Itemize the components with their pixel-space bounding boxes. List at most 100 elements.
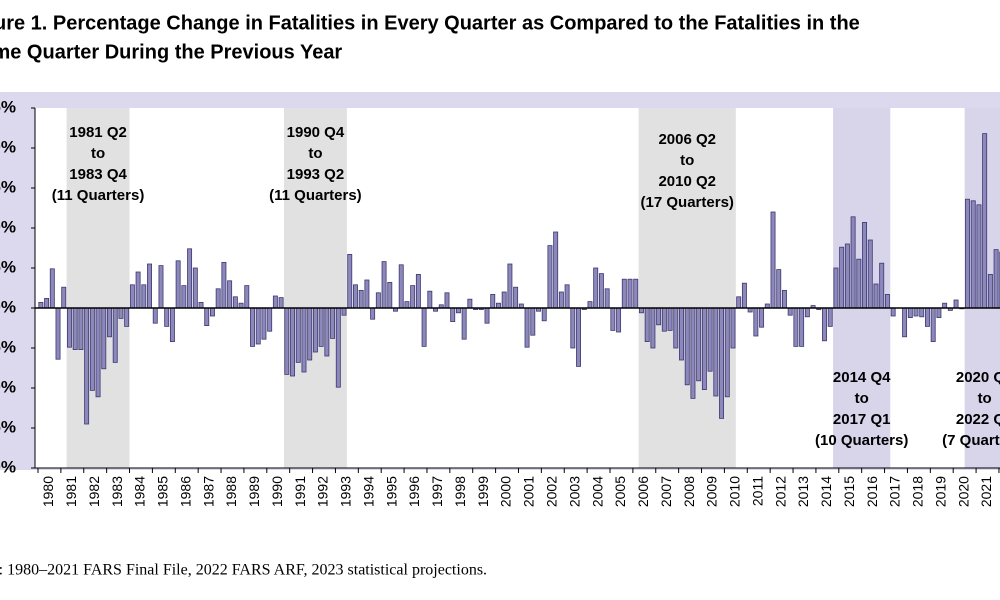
bar [822,307,827,342]
bar [72,307,78,350]
x-tick-label: 1998 [452,476,468,507]
bar [364,279,370,309]
bar [290,307,296,377]
bar [450,307,456,323]
bar [919,307,925,318]
bar [890,307,896,317]
bar [192,267,198,309]
bar [352,284,358,309]
bar [398,264,404,309]
bar [770,211,776,309]
bar [387,281,393,309]
period-label: 1981 Q2 [69,124,127,141]
period-shade [283,108,347,468]
period-label: 2010 Q2 [658,173,716,190]
x-tick-label: 1996 [406,476,422,507]
y-tick-label: 10% [0,217,16,236]
bar [38,301,44,309]
y-tick-label: -5% [0,337,16,356]
bar [570,307,576,349]
x-tick-label: 1997 [429,476,445,507]
bar [982,133,988,309]
y-tick-label: 5% [0,257,16,276]
x-tick-label: 2017 [887,476,903,507]
x-tick-label: 2009 [704,476,720,507]
x-tick-label: 1992 [315,476,331,507]
bar [970,200,976,309]
bar [295,307,301,363]
bar [112,307,118,363]
bar [547,245,553,309]
x-tick-label: 1993 [338,476,354,507]
bar [558,291,564,309]
period-label: (17 Quarters) [641,194,734,211]
bar [141,284,147,309]
bar [250,307,255,347]
bar [759,307,765,328]
bar [867,239,873,309]
source-note: Sources: 1980–2021 FARS Final File, 2022… [0,562,487,579]
bar [410,285,416,309]
bar [232,296,238,309]
bar [987,273,993,309]
bar [576,307,581,367]
bar [324,307,330,357]
bar [656,307,662,326]
x-tick-label: 1994 [360,476,376,507]
bar [936,307,942,319]
bar [118,307,124,319]
bar [530,307,536,336]
bar [713,307,719,397]
x-tick-label: 1990 [269,476,285,507]
x-tick-label: 1981 [63,476,79,507]
bar [164,307,170,327]
x-tick-label: 2002 [544,476,560,507]
x-tick-label: 1980 [40,476,56,507]
bar [993,249,999,309]
bar [976,204,982,309]
bar [467,298,473,309]
bar [152,307,158,324]
bar [318,307,324,347]
bar [753,307,759,337]
x-tick-label: 1987 [200,476,216,507]
bar [158,265,164,309]
bar [198,301,204,309]
bar [55,307,61,360]
bar [284,307,290,375]
bar [741,282,747,309]
period-label: 2006 Q2 [658,131,716,148]
bar [679,307,684,361]
bar [507,263,513,309]
x-tick-label: 2016 [864,476,880,507]
x-tick-label: 1983 [109,476,125,507]
x-tick-label: 2018 [910,476,926,507]
bar [347,253,353,309]
bar [553,231,559,309]
bar [690,307,696,399]
bar [147,263,152,309]
period-label: 1990 Q4 [287,124,345,141]
x-tick-label: 1988 [223,476,239,507]
bar [358,289,364,309]
x-tick-label: 1985 [155,476,171,507]
bar [209,307,215,317]
bar [930,307,936,342]
bar [78,307,84,350]
bar [169,307,175,342]
x-tick-label: 2014 [818,476,834,507]
period-label: (10 Quarters) [815,432,908,449]
bar [501,291,507,309]
bar [799,307,805,347]
bar [335,307,341,388]
x-tick-label: 1984 [132,476,148,507]
bar [839,246,845,309]
bar [879,262,885,309]
bar [215,288,221,309]
period-label: to [978,390,992,407]
bar [444,292,450,309]
x-tick-label: 2005 [612,476,628,507]
bar [49,268,55,309]
bar [707,307,713,372]
bar [541,307,547,322]
